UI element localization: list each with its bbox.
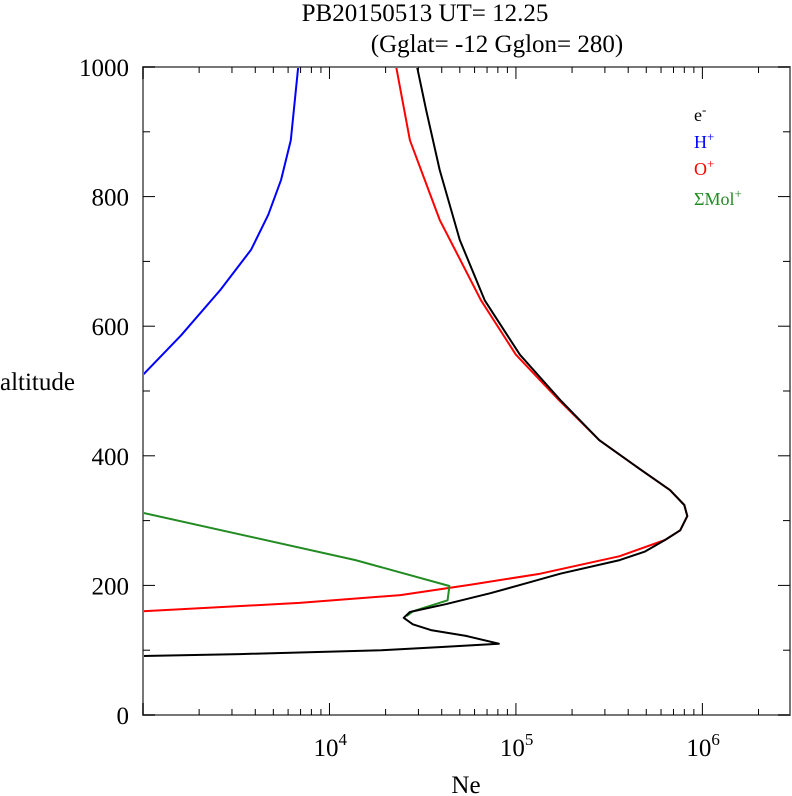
- series-layer: [143, 67, 689, 657]
- chart-subtitle: (Gglat= -12 Gglon= 280): [371, 31, 623, 58]
- series-line-mol: [143, 511, 451, 617]
- chart-title-group: PB20150513 UT= 12.25 (Gglat= -12 Gglon= …: [302, 0, 624, 58]
- plot-frame: [142, 66, 791, 716]
- chart-title: PB20150513 UT= 12.25: [302, 0, 549, 27]
- y-tick-label: 400: [92, 444, 130, 471]
- x-tick-label: 104: [313, 730, 347, 762]
- legend-entry: ΣMol+: [694, 186, 742, 209]
- legend-entry: H+: [694, 129, 714, 152]
- y-tick-label: 600: [92, 314, 130, 341]
- plot-border: [142, 66, 791, 716]
- y-tick-label: 1000: [79, 55, 129, 82]
- x-axis-label: Ne: [451, 772, 480, 796]
- ticks-layer: [142, 66, 790, 716]
- y-axis-label: altitude: [0, 369, 75, 396]
- legend-entry: e-: [694, 102, 706, 125]
- series-line-o: [143, 67, 689, 613]
- legend: e- H+ O+ ΣMol+: [694, 102, 742, 209]
- y-tick-label: 200: [92, 573, 130, 600]
- y-tick-label: 0: [117, 703, 130, 730]
- x-tick-label: 105: [500, 730, 534, 762]
- series-line-e: [143, 67, 689, 657]
- legend-entry: O+: [694, 156, 714, 179]
- y-tick-label: 800: [92, 185, 130, 212]
- x-tick-label: 106: [686, 730, 720, 762]
- series-line-h: [143, 67, 300, 376]
